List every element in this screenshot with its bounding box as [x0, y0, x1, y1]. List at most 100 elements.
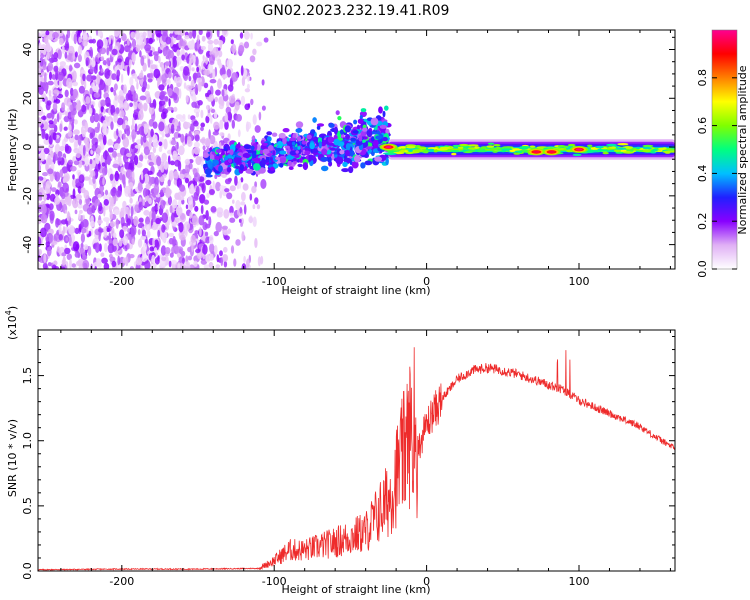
spectrogram-cell	[333, 126, 339, 135]
spectrogram-cell	[110, 188, 117, 197]
spectrogram-cell	[172, 44, 178, 53]
spectrogram-cell	[167, 78, 171, 86]
spectrogram-cell	[92, 175, 96, 184]
spectrogram-cell	[375, 135, 382, 140]
spectrogram-cell	[143, 209, 150, 216]
spectrogram-cell	[160, 111, 167, 120]
spectrogram-cell	[130, 206, 134, 217]
spectrogram-cell	[149, 103, 156, 108]
spectrogram-cell	[152, 237, 155, 248]
y-tick-label: 0.5	[21, 497, 34, 515]
spectrogram-cell	[104, 96, 111, 107]
spectrogram-cell	[348, 166, 354, 174]
spectrogram-cell	[53, 52, 59, 60]
spectrogram-cell	[662, 150, 673, 153]
spectrogram-cell	[119, 101, 125, 110]
spectrogram-cell	[215, 221, 222, 233]
spectrogram-cell	[94, 242, 100, 254]
spectrogram-cell	[82, 73, 86, 82]
spectrogram-cell	[164, 247, 171, 255]
snr-y-scale-prefix: (x10	[6, 315, 19, 340]
spectrogram-cell	[138, 257, 143, 266]
spectrogram-cell	[156, 33, 163, 38]
spectrogram-cell	[68, 224, 75, 235]
spectrogram-cell	[585, 149, 596, 152]
spectrogram-cell	[642, 144, 654, 148]
spectrogram-cell	[45, 37, 48, 43]
spectrogram-cell	[180, 133, 185, 143]
spectrogram-cell	[94, 199, 101, 206]
spectrogram-y-ticks: -40 -20 0 20 40	[21, 36, 675, 270]
spectrogram-cell	[43, 147, 50, 155]
spectrogram-cell	[204, 56, 209, 65]
spectrogram-cell	[247, 75, 250, 82]
spectrogram-cell	[127, 65, 130, 76]
spectrogram-cell	[209, 243, 215, 254]
spectrogram-cell	[333, 138, 341, 146]
spectrogram-cell	[124, 161, 131, 170]
spectrogram-cell	[474, 146, 480, 149]
spectrogram-cell	[170, 123, 175, 134]
spectrogram-cell	[202, 248, 205, 254]
spectrogram-cell	[207, 160, 213, 169]
spectrogram-cell	[196, 66, 200, 73]
spectrogram-cell	[229, 205, 234, 215]
spectrogram-cell	[123, 100, 128, 109]
spectrogram-cell	[238, 218, 242, 223]
spectrogram-cell	[328, 123, 335, 128]
spectrogram-cell	[80, 227, 87, 234]
spectrogram-cell	[42, 262, 48, 269]
spectrogram-cell	[312, 148, 319, 153]
spectrogram-cell	[269, 157, 274, 161]
spectrogram-cell	[219, 250, 223, 257]
spectrogram-cell	[217, 47, 221, 52]
y-tick-label: 1.0	[21, 432, 34, 450]
spectrogram-cell	[49, 233, 54, 243]
spectrogram-cell	[261, 142, 268, 146]
spectrogram-cell	[38, 248, 43, 256]
spectrogram-cell	[370, 117, 379, 126]
x-tick-label: 100	[568, 275, 589, 288]
spectrogram-cell	[214, 155, 220, 160]
spectrogram-cell	[122, 257, 127, 264]
spectrogram-cell	[75, 152, 81, 159]
spectrogram-cell	[194, 205, 199, 212]
spectrogram-cell	[61, 259, 66, 266]
spectrogram-cell	[161, 230, 168, 241]
spectrogram-cell	[337, 116, 342, 121]
spectrogram-cell	[214, 96, 218, 103]
spectrogram-cell	[219, 185, 225, 191]
spectrogram-cell	[75, 103, 82, 111]
spectrogram-peak	[575, 148, 583, 151]
spectrogram-cell	[221, 100, 225, 107]
spectrogram-cell	[218, 62, 223, 69]
spectrogram-cell	[109, 210, 113, 221]
spectrogram-cell	[95, 30, 99, 36]
spectrogram-cell	[177, 199, 182, 208]
spectrogram-cell	[47, 62, 54, 71]
spectrogram-cell	[45, 180, 52, 189]
spectrogram-cell	[58, 224, 62, 236]
spectrogram-cell	[131, 38, 137, 49]
spectrogram-cell	[195, 111, 200, 118]
spectrogram-cell	[194, 134, 200, 142]
spectrogram-cell	[134, 155, 139, 166]
snr-series-line	[38, 347, 675, 571]
spectrogram-cell	[172, 58, 177, 68]
spectrogram-cell	[174, 159, 181, 167]
spectrogram-cell	[230, 245, 235, 254]
spectrogram-cell	[59, 145, 65, 152]
spectrogram-cell	[289, 137, 297, 142]
spectrogram-cell	[58, 79, 62, 90]
spectrogram-cell	[272, 150, 276, 156]
spectrogram-cell	[58, 234, 63, 241]
spectrogram-cell	[59, 61, 66, 67]
spectrogram-cell	[439, 146, 451, 150]
spectrogram-cell	[65, 237, 69, 242]
colorbar-tick-label: 0.0	[696, 260, 709, 278]
spectrogram-cell	[187, 195, 193, 205]
spectrogram-cell	[599, 149, 609, 152]
spectrogram-cell	[204, 231, 209, 237]
spectrogram-cell	[194, 83, 199, 95]
spectrogram-cell	[121, 33, 127, 41]
